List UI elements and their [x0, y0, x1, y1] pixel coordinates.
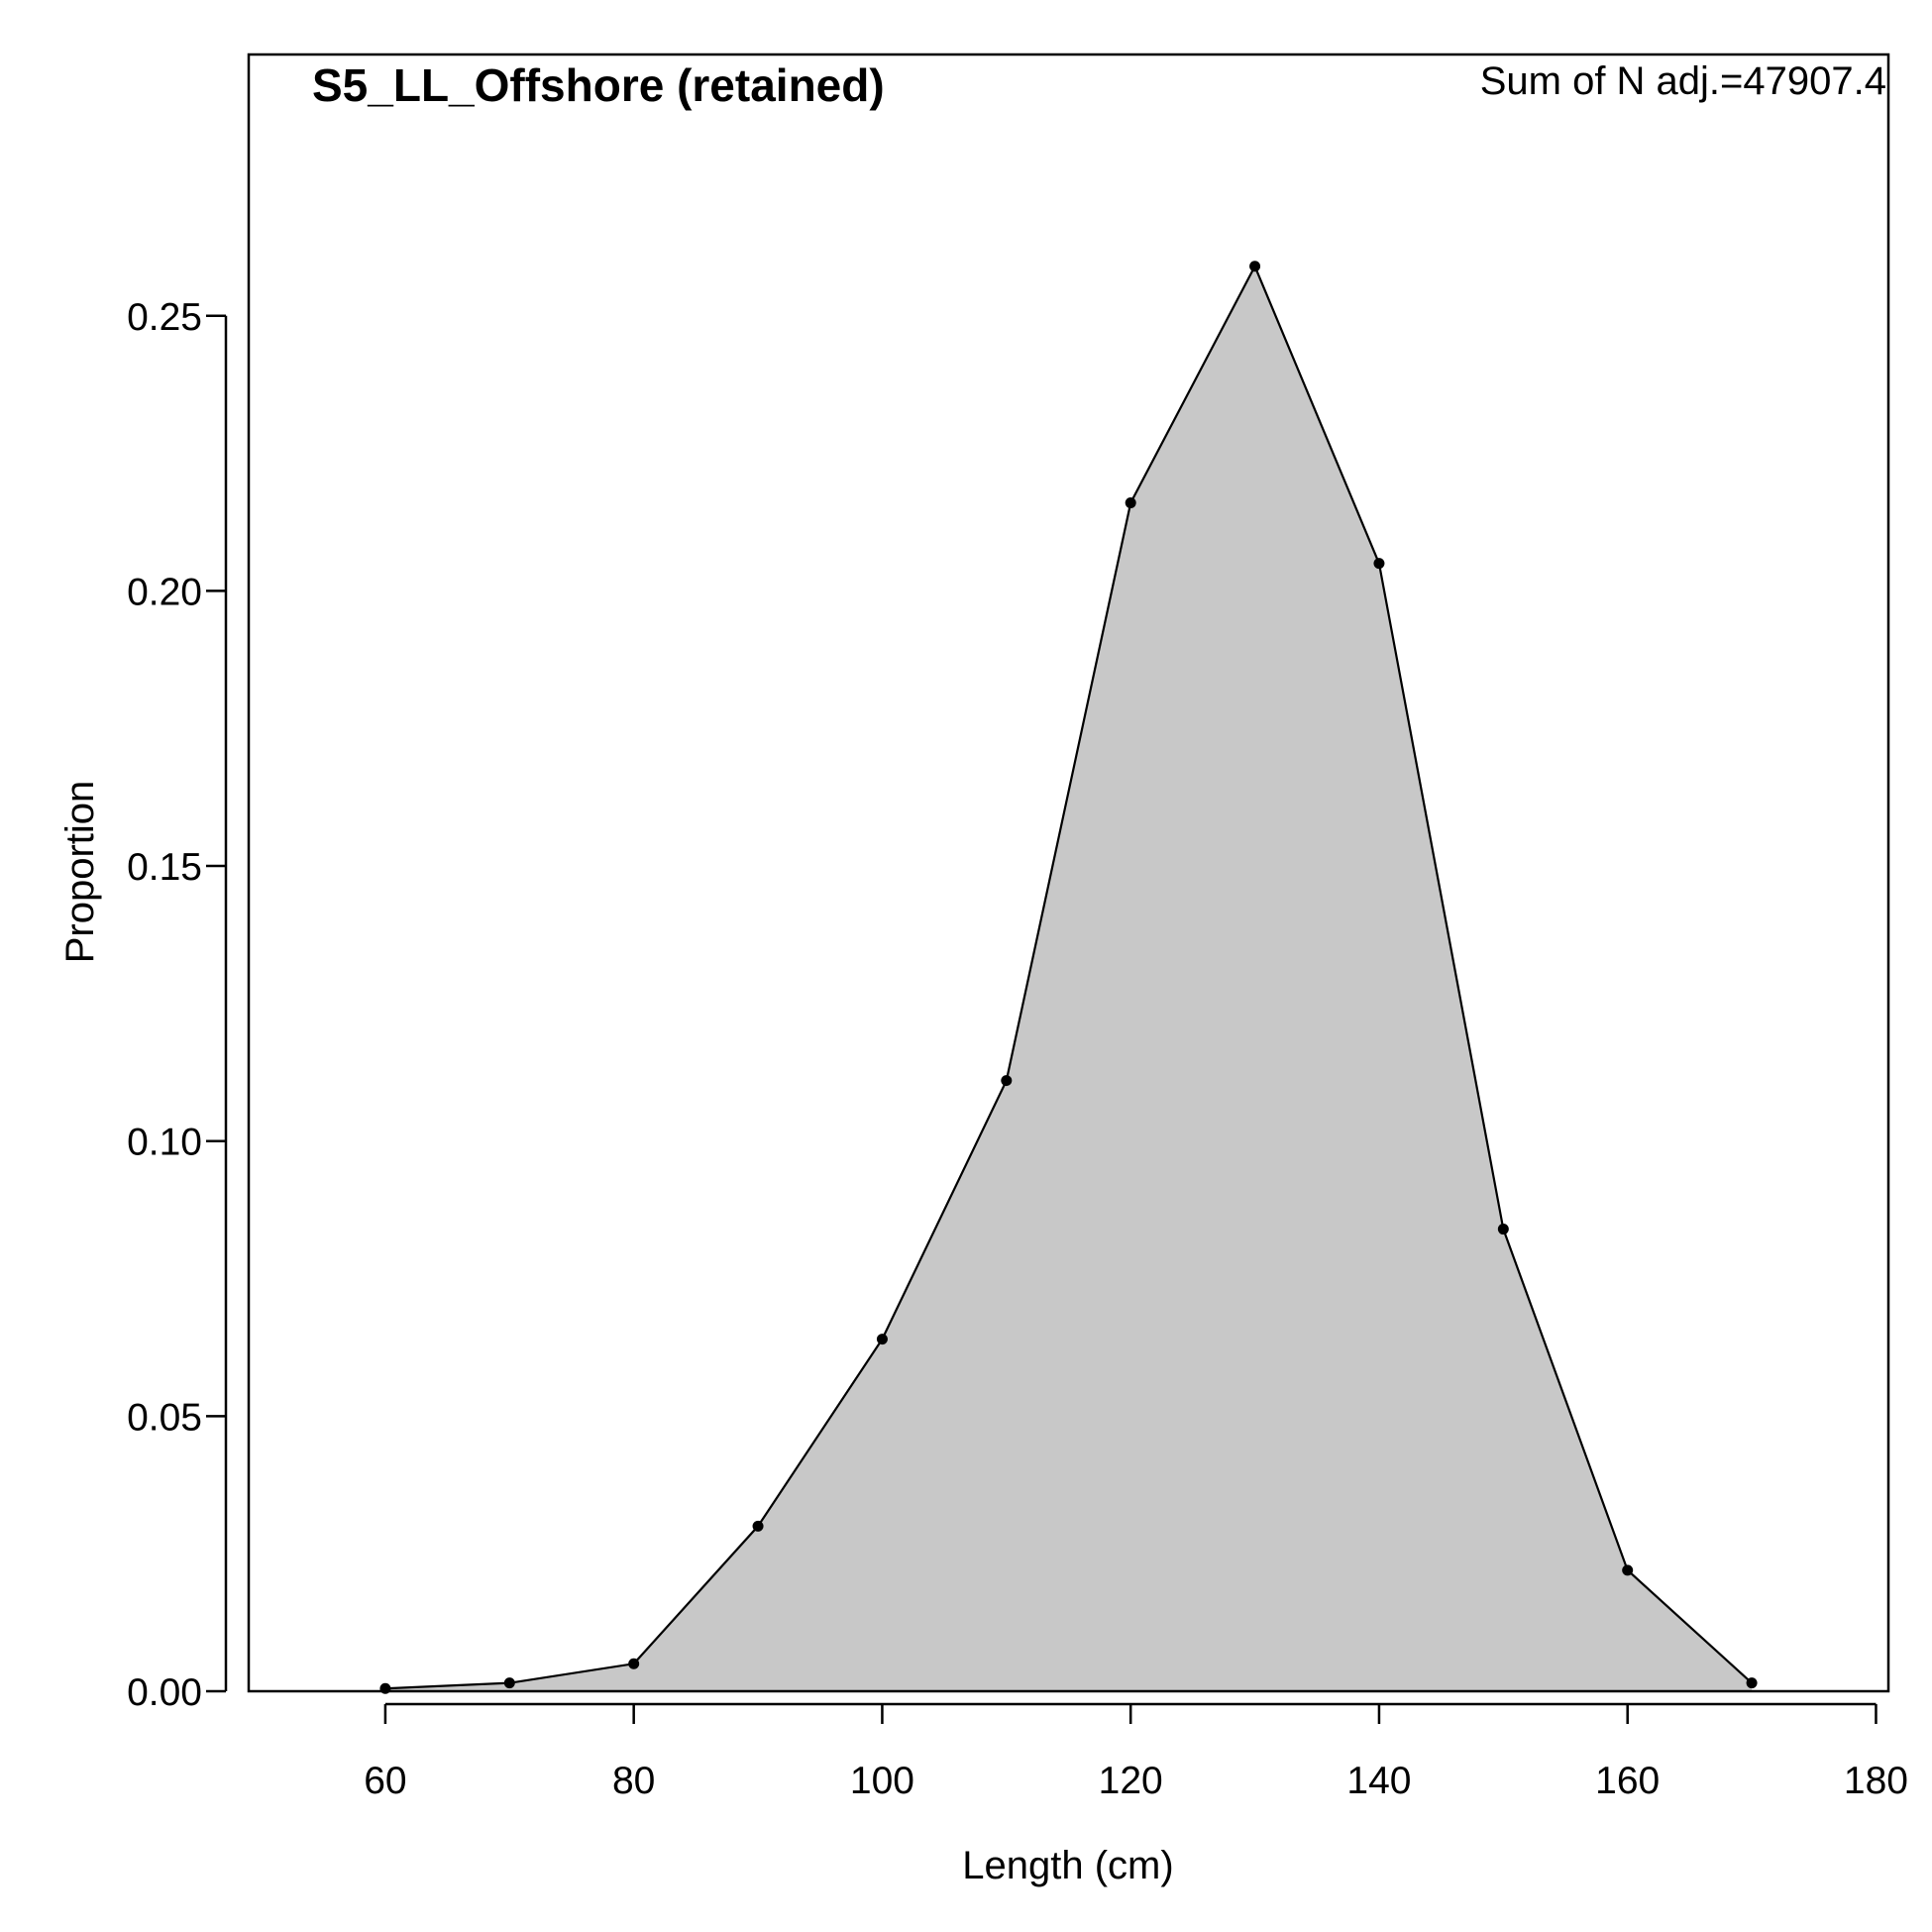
- plot-frame: [247, 53, 1890, 1693]
- y-tick-label: 0.10: [127, 1122, 202, 1164]
- series-line: [384, 265, 1753, 1690]
- y-axis-title: Proportion: [58, 781, 102, 964]
- y-tick-label: 0.05: [127, 1396, 202, 1439]
- data-point: [1746, 1677, 1758, 1689]
- x-tick-label: 100: [850, 1760, 914, 1802]
- x-tick-label: 140: [1346, 1760, 1411, 1802]
- data-point: [1125, 497, 1136, 509]
- x-tick-label: 160: [1595, 1760, 1660, 1802]
- data-point: [1249, 261, 1261, 272]
- y-tick-label: 0.25: [127, 296, 202, 339]
- y-tick-label: 0.00: [127, 1671, 202, 1714]
- y-axis: 0.00 0.05 0.10 0.15 0.20 0.25: [127, 296, 228, 1714]
- data-point: [752, 1520, 764, 1532]
- x-tick-label: 180: [1844, 1760, 1908, 1802]
- x-tick-label: 120: [1099, 1760, 1163, 1802]
- data-point: [503, 1677, 515, 1689]
- area-layer: [384, 266, 1753, 1691]
- x-axis-title: Length (cm): [962, 1844, 1173, 1887]
- sum-annotation: Sum of N adj.=47907.4: [1480, 59, 1886, 103]
- data-point: [876, 1334, 888, 1345]
- x-tick-label: 60: [364, 1760, 406, 1802]
- series-area: [384, 266, 1753, 1691]
- data-point: [1622, 1564, 1634, 1576]
- data-point: [1001, 1075, 1013, 1087]
- data-point: [1497, 1224, 1509, 1235]
- data-point: [628, 1658, 640, 1669]
- data-point: [1373, 558, 1385, 570]
- points-layer: [379, 261, 1758, 1694]
- line-layer: [384, 265, 1753, 1690]
- y-tick-label: 0.15: [127, 846, 202, 889]
- x-tick-label: 80: [612, 1760, 655, 1802]
- x-axis: 60 80 100 120 140 160 180: [364, 1702, 1908, 1802]
- y-tick-label: 0.20: [127, 571, 202, 613]
- chart-title: S5_LL_Offshore (retained): [312, 59, 885, 111]
